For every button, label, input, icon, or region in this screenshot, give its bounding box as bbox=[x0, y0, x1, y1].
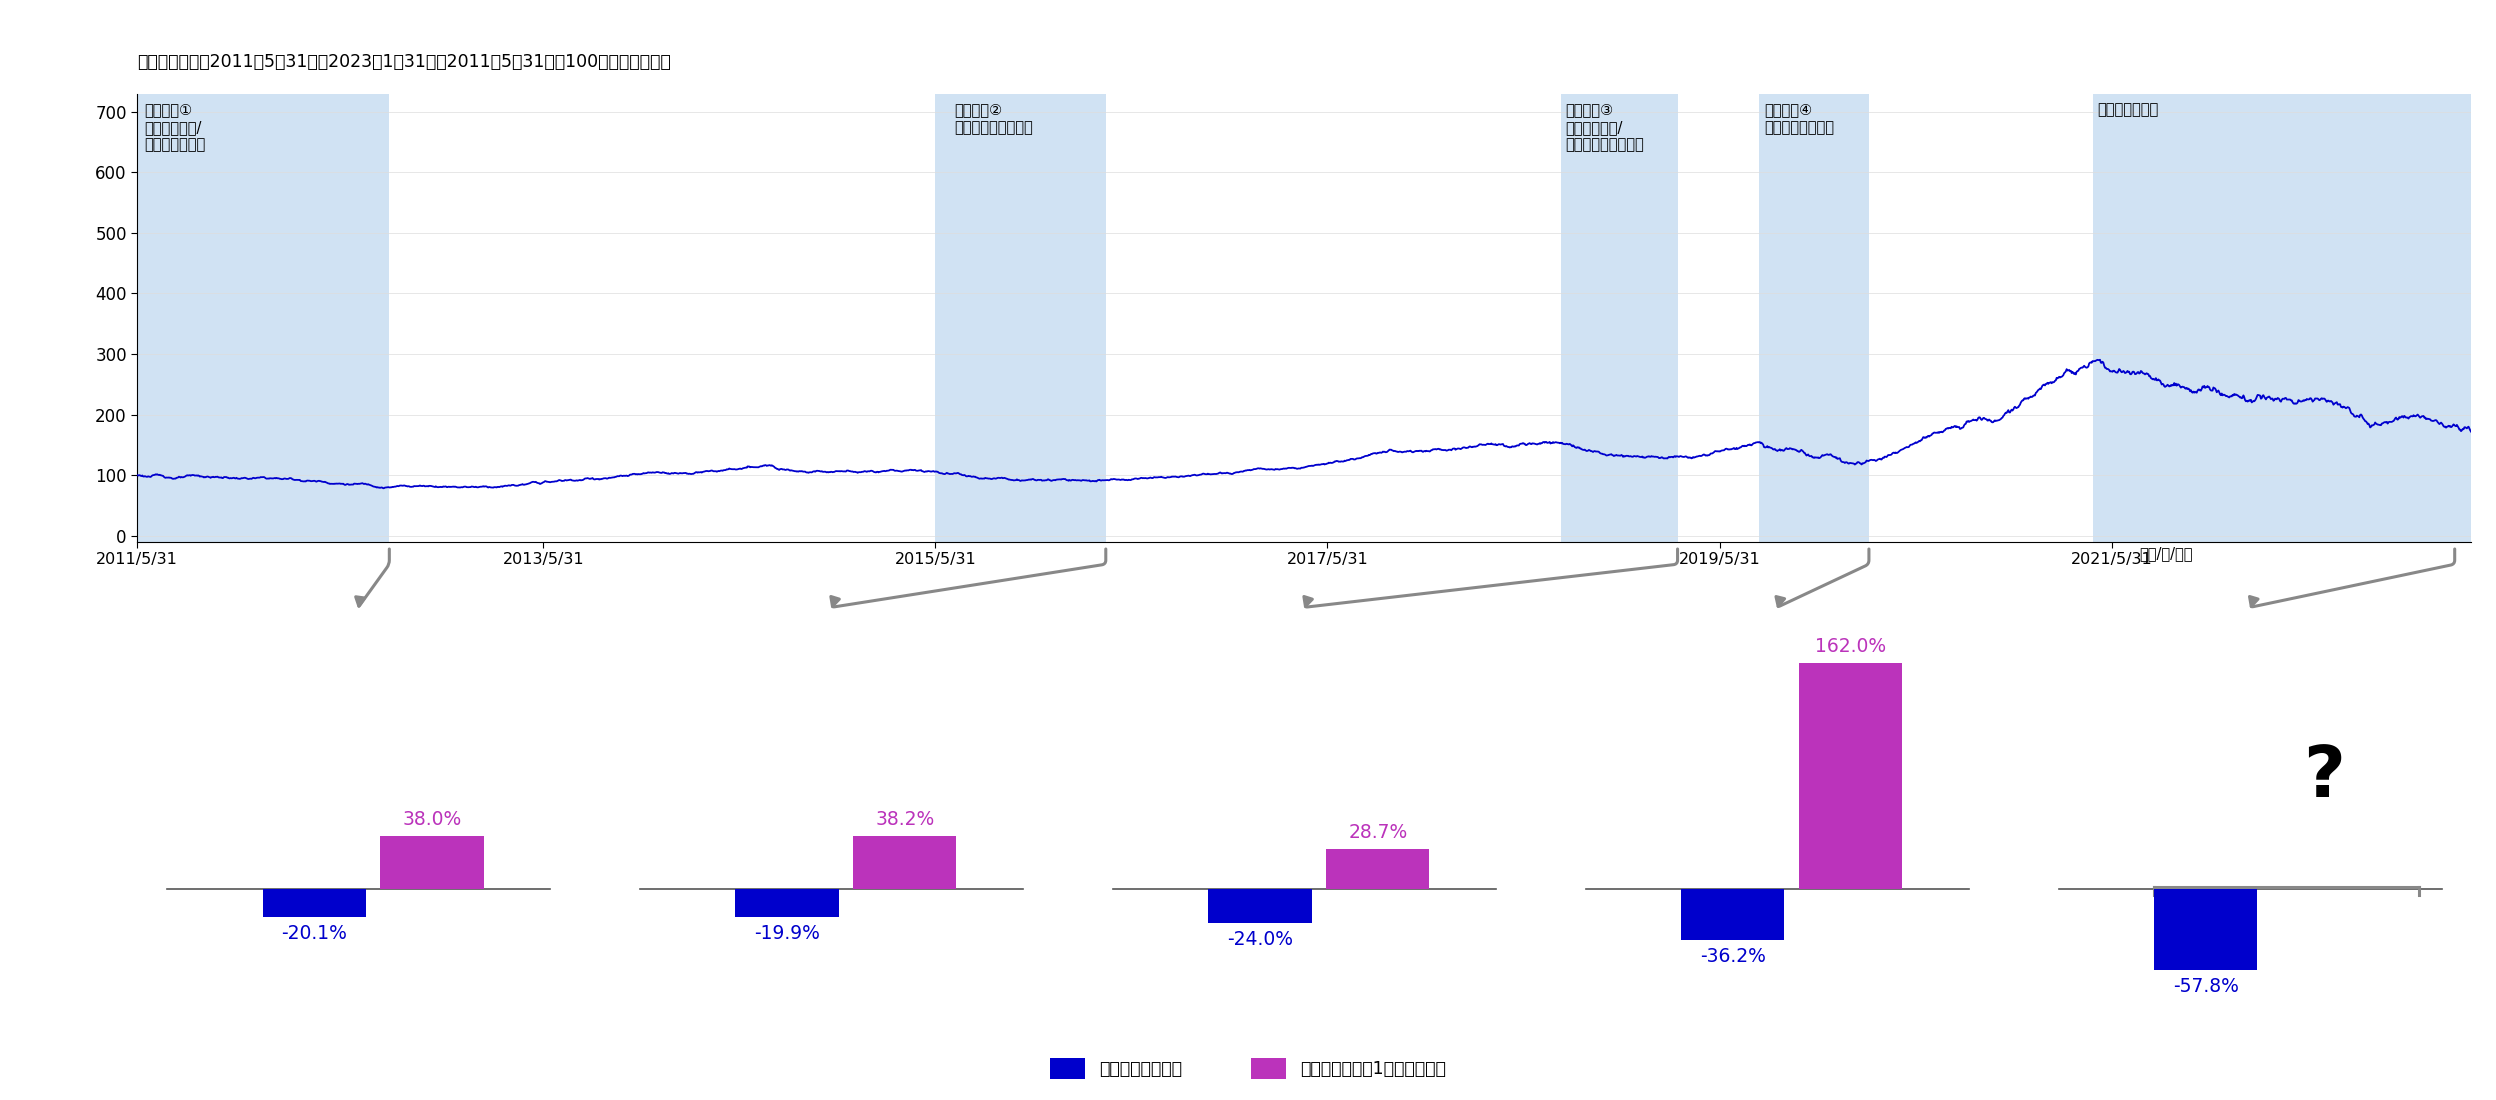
Bar bbox=[137, 94, 389, 542]
Text: 足元の下落局面: 足元の下落局面 bbox=[2097, 102, 2159, 118]
Text: -36.2%: -36.2% bbox=[1700, 947, 1765, 966]
Bar bbox=[936, 94, 1106, 542]
Bar bbox=[1800, 663, 1902, 889]
Bar bbox=[2154, 889, 2256, 970]
Text: グラフの期間：2011年5月31日〜2023年1月31日（2011年5月31日を100として指数化）: グラフの期間：2011年5月31日〜2023年1月31日（2011年5月31日を… bbox=[137, 54, 671, 72]
Bar bbox=[2094, 94, 2471, 542]
Text: 下落局面②
チャイナ・ショック: 下落局面② チャイナ・ショック bbox=[953, 102, 1033, 135]
Text: 38.2%: 38.2% bbox=[876, 810, 934, 829]
Text: 28.7%: 28.7% bbox=[1348, 823, 1408, 843]
Text: 下落局面①
欧州債務危機/
米国国債格下げ: 下落局面① 欧州債務危機/ 米国国債格下げ bbox=[145, 102, 205, 153]
Bar bbox=[736, 889, 839, 917]
Bar bbox=[854, 836, 956, 889]
Text: 下落局面④
コロナ・ショック: 下落局面④ コロナ・ショック bbox=[1765, 102, 1835, 135]
Text: （年/月/日）: （年/月/日） bbox=[2139, 547, 2194, 562]
Text: 38.0%: 38.0% bbox=[402, 810, 462, 829]
Legend: 下落局面の騰落率, 下落局面終了後1年間の騰落率: 下落局面の騰落率, 下落局面終了後1年間の騰落率 bbox=[1043, 1050, 1453, 1086]
Bar bbox=[262, 889, 364, 917]
Text: -57.8%: -57.8% bbox=[2174, 977, 2239, 996]
Bar bbox=[1760, 94, 1870, 542]
Bar bbox=[1560, 94, 1677, 542]
Bar bbox=[1325, 849, 1430, 889]
Text: -19.9%: -19.9% bbox=[754, 924, 821, 943]
Bar bbox=[1208, 889, 1310, 923]
Text: 下落局面③
米国金利上昇/
米中貿易摩擦の激化: 下落局面③ 米国金利上昇/ 米中貿易摩擦の激化 bbox=[1565, 102, 1645, 153]
Bar bbox=[1682, 889, 1785, 939]
Text: ?: ? bbox=[2304, 742, 2344, 812]
Bar bbox=[379, 836, 484, 889]
Text: 162.0%: 162.0% bbox=[1815, 637, 1887, 656]
Text: -24.0%: -24.0% bbox=[1228, 930, 1293, 948]
Text: -20.1%: -20.1% bbox=[282, 924, 347, 944]
